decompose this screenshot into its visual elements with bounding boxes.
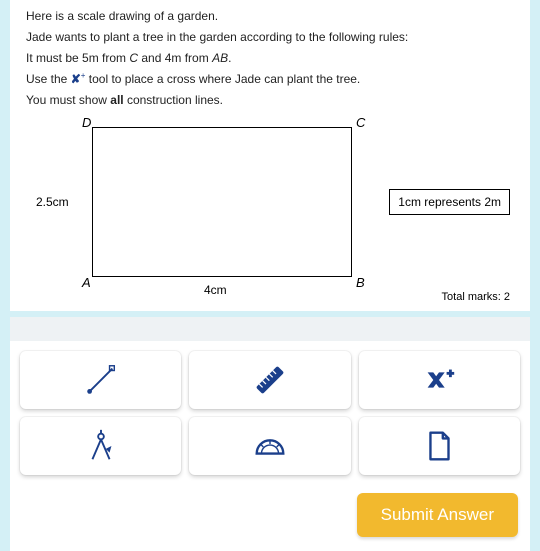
garden-rectangle xyxy=(92,127,352,277)
diagram[interactable]: D C A B 2.5cm 4cm 1cm represents 2m Tota… xyxy=(26,115,514,305)
protractor-tool[interactable] xyxy=(189,417,350,475)
tool-palette xyxy=(10,341,530,483)
vertex-C: C xyxy=(356,115,365,130)
side-label-bottom: 4cm xyxy=(204,283,227,297)
vertex-D: D xyxy=(82,115,91,130)
submit-button[interactable]: Submit Answer xyxy=(357,493,518,537)
page-icon xyxy=(420,427,458,465)
compass-icon xyxy=(82,427,120,465)
vertex-B: B xyxy=(356,275,365,290)
page-tool[interactable] xyxy=(359,417,520,475)
vertex-A: A xyxy=(82,275,91,290)
submit-row: Submit Answer xyxy=(10,483,530,551)
cross-icon xyxy=(420,361,458,399)
question-text: Here is a scale drawing of a garden. Jad… xyxy=(26,8,514,109)
ruler-icon xyxy=(251,361,289,399)
scale-box: 1cm represents 2m xyxy=(389,189,510,215)
q-line2: Jade wants to plant a tree in the garden… xyxy=(26,29,514,46)
spacer xyxy=(10,317,530,341)
cross-tool[interactable] xyxy=(359,351,520,409)
q-line5: You must show all construction lines. xyxy=(26,92,514,109)
q-line3: It must be 5m from C and 4m from AB. xyxy=(26,50,514,67)
compass-tool[interactable] xyxy=(20,417,181,475)
q-line4: Use the ✘+ tool to place a cross where J… xyxy=(26,70,514,88)
ruler-tool[interactable] xyxy=(189,351,350,409)
q-line1: Here is a scale drawing of a garden. xyxy=(26,8,514,25)
question-card: Here is a scale drawing of a garden. Jad… xyxy=(10,0,530,311)
side-label-left: 2.5cm xyxy=(36,195,69,209)
line-tool[interactable] xyxy=(20,351,181,409)
total-marks: Total marks: 2 xyxy=(442,291,510,303)
line-icon xyxy=(82,361,120,399)
protractor-icon xyxy=(251,427,289,465)
